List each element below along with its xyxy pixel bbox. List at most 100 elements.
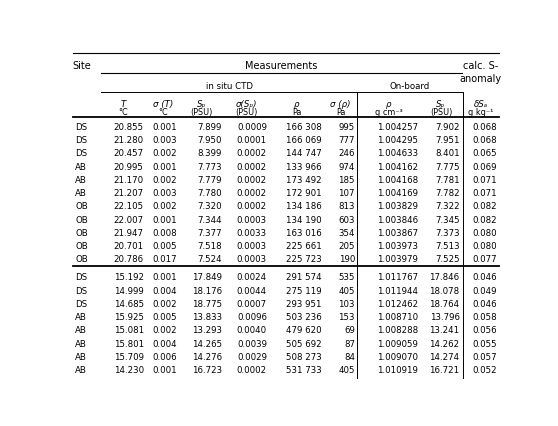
Text: 21.207: 21.207 bbox=[114, 189, 144, 198]
Text: 0.001: 0.001 bbox=[152, 215, 177, 224]
Text: 15.192: 15.192 bbox=[114, 273, 144, 282]
Text: 0.0002: 0.0002 bbox=[237, 189, 267, 198]
Text: g cm⁻³: g cm⁻³ bbox=[375, 108, 402, 117]
Text: 205: 205 bbox=[338, 242, 355, 250]
Text: 21.947: 21.947 bbox=[114, 228, 144, 237]
Text: 20.786: 20.786 bbox=[114, 255, 144, 264]
Text: δSₐ: δSₐ bbox=[473, 100, 488, 109]
Text: 103: 103 bbox=[338, 299, 355, 308]
Text: 0.055: 0.055 bbox=[472, 339, 497, 348]
Text: 354: 354 bbox=[338, 228, 355, 237]
Text: 144 747: 144 747 bbox=[286, 149, 321, 158]
Text: 275 119: 275 119 bbox=[286, 286, 321, 295]
Text: 7.950: 7.950 bbox=[198, 136, 222, 145]
Text: 1.008710: 1.008710 bbox=[377, 312, 418, 321]
Text: 603: 603 bbox=[338, 215, 355, 224]
Text: 0.0002: 0.0002 bbox=[237, 149, 267, 158]
Text: Pa: Pa bbox=[292, 108, 301, 117]
Text: 1.004168: 1.004168 bbox=[377, 176, 418, 184]
Text: 7.899: 7.899 bbox=[198, 123, 222, 132]
Text: 995: 995 bbox=[339, 123, 355, 132]
Text: 7.780: 7.780 bbox=[198, 189, 222, 198]
Text: 7.513: 7.513 bbox=[435, 242, 460, 250]
Text: 22.007: 22.007 bbox=[114, 215, 144, 224]
Text: 7.782: 7.782 bbox=[435, 189, 460, 198]
Text: 0.0033: 0.0033 bbox=[237, 228, 267, 237]
Text: AB: AB bbox=[75, 365, 87, 374]
Text: σ(Sₚ): σ(Sₚ) bbox=[236, 100, 258, 109]
Text: Pa: Pa bbox=[336, 108, 345, 117]
Text: 1.009059: 1.009059 bbox=[377, 339, 418, 348]
Text: (PSU): (PSU) bbox=[191, 108, 213, 117]
Text: 1.011944: 1.011944 bbox=[377, 286, 418, 295]
Text: AB: AB bbox=[75, 325, 87, 334]
Text: 0.002: 0.002 bbox=[152, 325, 177, 334]
Text: 0.0044: 0.0044 bbox=[237, 286, 267, 295]
Text: 0.065: 0.065 bbox=[472, 149, 497, 158]
Text: 87: 87 bbox=[344, 339, 355, 348]
Text: 0.002: 0.002 bbox=[152, 299, 177, 308]
Text: 21.280: 21.280 bbox=[114, 136, 144, 145]
Text: 190: 190 bbox=[339, 255, 355, 264]
Text: 0.0007: 0.0007 bbox=[237, 299, 267, 308]
Text: 18.775: 18.775 bbox=[192, 299, 222, 308]
Text: Sₚ: Sₚ bbox=[198, 100, 206, 109]
Text: 0.005: 0.005 bbox=[152, 242, 177, 250]
Text: 1.003973: 1.003973 bbox=[377, 242, 418, 250]
Text: 0.0001: 0.0001 bbox=[237, 136, 267, 145]
Text: °C: °C bbox=[158, 108, 167, 117]
Text: 813: 813 bbox=[338, 202, 355, 211]
Text: 0.001: 0.001 bbox=[152, 162, 177, 171]
Text: 0.052: 0.052 bbox=[472, 365, 497, 374]
Text: 0.071: 0.071 bbox=[472, 189, 497, 198]
Text: 15.925: 15.925 bbox=[114, 312, 144, 321]
Text: 291 574: 291 574 bbox=[286, 273, 321, 282]
Text: 15.801: 15.801 bbox=[114, 339, 144, 348]
Text: 69: 69 bbox=[344, 325, 355, 334]
Text: 0.003: 0.003 bbox=[152, 136, 177, 145]
Text: 18.078: 18.078 bbox=[430, 286, 460, 295]
Text: 20.457: 20.457 bbox=[114, 149, 144, 158]
Text: (PSU): (PSU) bbox=[430, 108, 452, 117]
Text: 0.0002: 0.0002 bbox=[237, 176, 267, 184]
Text: 0.005: 0.005 bbox=[152, 312, 177, 321]
Text: 1.004633: 1.004633 bbox=[377, 149, 418, 158]
Text: 7.320: 7.320 bbox=[198, 202, 222, 211]
Text: 1.011767: 1.011767 bbox=[377, 273, 418, 282]
Text: 133 966: 133 966 bbox=[286, 162, 321, 171]
Text: 15.709: 15.709 bbox=[114, 352, 144, 361]
Text: 21.170: 21.170 bbox=[114, 176, 144, 184]
Text: 535: 535 bbox=[338, 273, 355, 282]
Text: 0.0009: 0.0009 bbox=[237, 123, 267, 132]
Text: 0.001: 0.001 bbox=[152, 273, 177, 282]
Text: DS: DS bbox=[75, 136, 87, 145]
Text: 0.0096: 0.0096 bbox=[237, 312, 267, 321]
Text: DS: DS bbox=[75, 123, 87, 132]
Text: 16.723: 16.723 bbox=[192, 365, 222, 374]
Text: in situ CTD: in situ CTD bbox=[206, 82, 253, 91]
Text: 0.0003: 0.0003 bbox=[237, 255, 267, 264]
Text: 0.0002: 0.0002 bbox=[237, 365, 267, 374]
Text: 14.265: 14.265 bbox=[192, 339, 222, 348]
Text: 0.008: 0.008 bbox=[152, 228, 177, 237]
Text: 8.399: 8.399 bbox=[198, 149, 222, 158]
Text: 0.082: 0.082 bbox=[472, 202, 497, 211]
Text: 7.951: 7.951 bbox=[435, 136, 460, 145]
Text: 0.068: 0.068 bbox=[472, 123, 497, 132]
Text: 405: 405 bbox=[338, 286, 355, 295]
Text: 1.004257: 1.004257 bbox=[377, 123, 418, 132]
Text: DS: DS bbox=[75, 149, 87, 158]
Text: OB: OB bbox=[75, 228, 88, 237]
Text: 225 661: 225 661 bbox=[286, 242, 321, 250]
Text: 505 692: 505 692 bbox=[286, 339, 321, 348]
Text: 20.855: 20.855 bbox=[114, 123, 144, 132]
Text: 153: 153 bbox=[338, 312, 355, 321]
Text: 14.685: 14.685 bbox=[114, 299, 144, 308]
Text: OB: OB bbox=[75, 242, 88, 250]
Text: 0.0040: 0.0040 bbox=[237, 325, 267, 334]
Text: 7.773: 7.773 bbox=[198, 162, 222, 171]
Text: 246: 246 bbox=[338, 149, 355, 158]
Text: 0.056: 0.056 bbox=[472, 325, 497, 334]
Text: 7.373: 7.373 bbox=[435, 228, 460, 237]
Text: 13.241: 13.241 bbox=[430, 325, 460, 334]
